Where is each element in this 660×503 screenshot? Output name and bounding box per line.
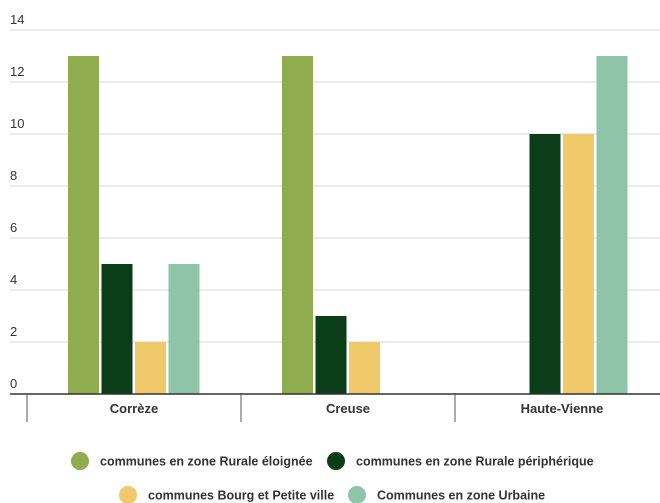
x-category-label: Creuse (326, 401, 370, 416)
bar (596, 56, 628, 394)
bars (68, 56, 628, 394)
y-tick-label: 2 (10, 324, 17, 339)
legend-marker (119, 486, 137, 503)
bar (315, 316, 347, 394)
bar (529, 134, 561, 394)
y-tick-label: 10 (10, 116, 24, 131)
y-tick-label: 0 (10, 376, 17, 391)
y-tick-label: 12 (10, 64, 24, 79)
legend-label: Communes en zone Urbaine (377, 489, 545, 503)
y-tick-label: 6 (10, 220, 17, 235)
x-category-label: Haute-Vienne (521, 401, 604, 416)
bar (68, 56, 99, 394)
bar (135, 342, 166, 394)
legend-label: communes en zone Rurale périphérique (356, 455, 594, 469)
bar (101, 264, 133, 394)
legend-label: communes en zone Rurale éloignée (100, 455, 313, 469)
legend: communes en zone Rurale éloignée communes… (71, 452, 594, 503)
legend-marker (327, 452, 345, 470)
legend-marker (348, 486, 366, 503)
y-tick-label: 4 (10, 272, 17, 287)
bar (563, 134, 594, 394)
legend-label: communes Bourg et Petite ville (148, 489, 334, 503)
bar (282, 56, 313, 394)
bar (349, 342, 380, 394)
y-axis-tick-labels: 0 2 4 6 8 10 12 14 (10, 12, 24, 391)
bar (168, 264, 200, 394)
y-tick-label: 8 (10, 168, 17, 183)
x-axis: Corrèze Creuse Haute-Vienne (10, 393, 660, 422)
y-tick-label: 14 (10, 12, 24, 27)
x-category-label: Corrèze (110, 401, 158, 416)
legend-marker (71, 452, 89, 470)
